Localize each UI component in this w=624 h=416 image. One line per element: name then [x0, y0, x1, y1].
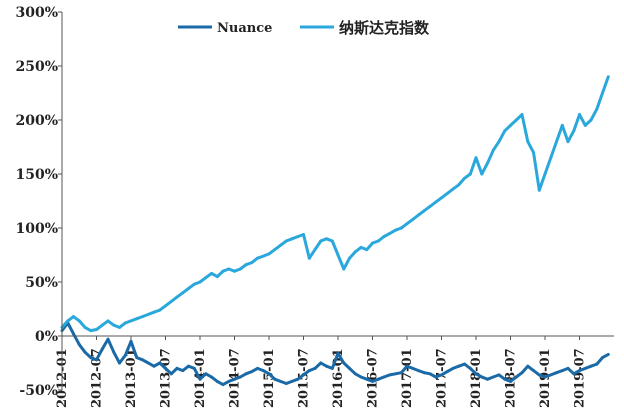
series-1-segment	[543, 156, 553, 176]
series-1	[60, 75, 610, 333]
series-1-segment	[526, 140, 535, 154]
x-tick-label: 2017-01	[400, 348, 415, 408]
series-0-segment	[336, 351, 346, 365]
series-0-segment	[100, 337, 110, 351]
series-1-segment	[330, 239, 340, 257]
x-tick-label: 2015-01	[262, 348, 277, 408]
series-1-segment	[578, 113, 587, 127]
x-tick-label: 2018-01	[469, 348, 484, 408]
series-1-segment	[497, 129, 507, 144]
legend-label-nuance: Nuance	[217, 21, 272, 36]
series-0-segment	[66, 321, 75, 336]
x-axis-tick-labels: 2012-012012-072013-012013-072014-012014-…	[55, 348, 588, 408]
series-1-segment	[313, 239, 323, 252]
x-tick-label: 2018-07	[504, 348, 519, 408]
series-0-segment	[330, 351, 340, 370]
axes	[58, 11, 614, 391]
series-1-segment	[486, 148, 495, 165]
x-tick-label: 2013-07	[159, 348, 174, 408]
x-tick-label: 2012-07	[90, 348, 105, 408]
series-0-segment	[118, 353, 127, 365]
series-1-segment	[566, 129, 576, 144]
series-1-segment	[555, 123, 564, 144]
x-tick-label: 2017-07	[435, 348, 450, 408]
series-0-segment	[77, 343, 87, 354]
y-tick-label: 0%	[35, 329, 58, 345]
series-1-segment	[520, 113, 530, 144]
series-0-segment	[123, 339, 133, 357]
series-1-segment	[601, 75, 610, 95]
y-tick-label: 200%	[15, 113, 58, 129]
series-1-segment	[336, 253, 346, 271]
series-1-segment	[480, 161, 489, 176]
y-axis-tick-labels: -50% 0% 50% 100% 150% 200% 250% 300%	[15, 5, 58, 399]
series-1-segment	[549, 140, 558, 160]
series-1-segment	[302, 233, 311, 260]
x-tick-label: 2013-01	[124, 348, 139, 408]
series-1-segment	[491, 140, 501, 152]
series-1-segment	[595, 91, 604, 111]
series-1-segment	[572, 113, 581, 133]
chart-legend: Nuance 纳斯达克指数	[178, 19, 430, 37]
legend-label-nasdaq: 纳斯达克指数	[339, 19, 430, 37]
series-0-segment	[72, 332, 81, 347]
series-0-segment	[95, 347, 104, 362]
series-1-segment	[537, 172, 547, 192]
series-1-segment	[474, 156, 484, 176]
x-tick-label: 2015-07	[297, 348, 312, 408]
series-0-segment	[192, 366, 202, 381]
series-0-segment	[112, 350, 121, 365]
series-0-segment	[106, 337, 116, 354]
series-layer	[60, 75, 610, 387]
y-tick-label: 250%	[15, 59, 58, 75]
series-1-segment	[342, 256, 351, 271]
series-1-segment	[468, 156, 478, 176]
x-tick-label: 2016-01	[331, 348, 346, 408]
x-tick-label: 2016-07	[366, 348, 381, 408]
series-0-segment	[129, 339, 139, 360]
series-1-segment	[589, 107, 599, 122]
y-tick-label: 300%	[15, 5, 58, 21]
y-tick-label: 50%	[25, 275, 58, 291]
series-0-segment	[601, 352, 610, 360]
series-1-segment	[307, 248, 317, 260]
x-tick-label: 2019-07	[573, 348, 588, 408]
y-tick-label: 150%	[15, 167, 58, 183]
series-0	[60, 321, 610, 387]
y-tick-label: 100%	[15, 221, 58, 237]
series-1-segment	[560, 123, 570, 144]
series-1-segment	[532, 150, 541, 192]
y-tick-label: -50%	[19, 383, 58, 399]
